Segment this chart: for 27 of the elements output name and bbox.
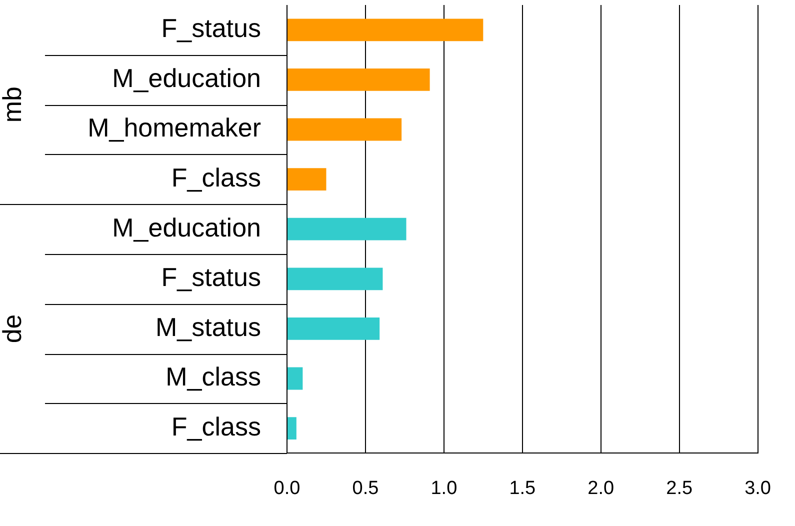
- bar: [288, 317, 380, 340]
- bar: [288, 268, 383, 290]
- x-tick-label: 2.5: [666, 478, 693, 499]
- text: mb: [0, 86, 28, 123]
- y-tick-label: M_homemaker: [88, 112, 262, 143]
- text: de: [0, 314, 28, 344]
- y-tick-label: M_education: [112, 62, 261, 93]
- bar: [288, 118, 402, 141]
- x-tick-label: 0.0: [274, 478, 300, 499]
- x-tick-label: 1.5: [509, 478, 536, 499]
- bar: [288, 168, 326, 191]
- y-tick-label: F_status: [161, 13, 261, 44]
- bar: [288, 417, 296, 440]
- y-tick-label: M_education: [112, 212, 261, 242]
- y-tick-label: M_class: [166, 362, 261, 392]
- x-tick-label: 3.0: [744, 478, 772, 499]
- bar: [288, 18, 484, 42]
- x-tick-label: 1.0: [430, 478, 458, 499]
- bar: [288, 367, 303, 390]
- y-tick-label: F_status: [161, 262, 261, 292]
- bar: [288, 68, 430, 91]
- y-tick-label: F_class: [171, 162, 261, 192]
- y-tick-label: F_class: [171, 411, 261, 442]
- x-tick-label: 0.5: [352, 478, 379, 499]
- x-tick-label: 2.0: [588, 478, 614, 499]
- y-tick-label: M_status: [156, 312, 261, 342]
- bar: [288, 218, 406, 240]
